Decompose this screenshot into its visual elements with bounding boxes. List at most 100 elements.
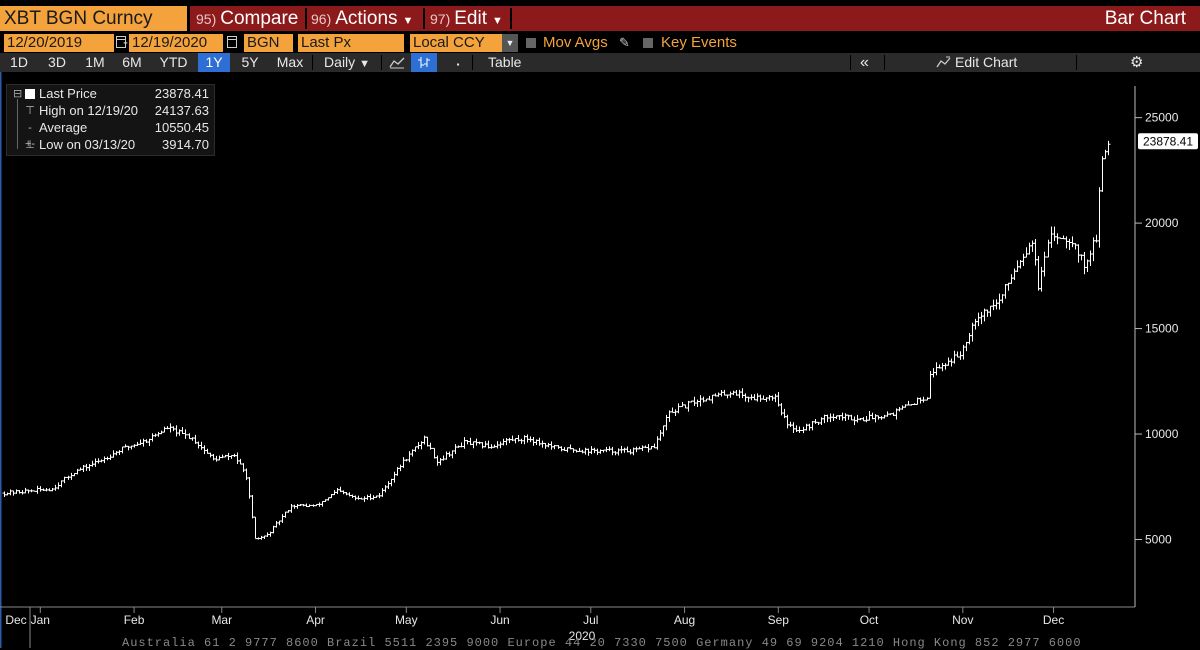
mov-avgs-checkbox[interactable] bbox=[526, 38, 536, 48]
legend-label: High on 12/19/20 bbox=[39, 103, 139, 118]
legend-value: 24137.63 bbox=[154, 103, 209, 118]
legend-guide-line bbox=[17, 99, 18, 149]
dots-glyph: ▪ bbox=[456, 60, 460, 69]
menu-number: 95) bbox=[196, 11, 217, 27]
gear-icon[interactable]: ⚙ bbox=[1130, 54, 1144, 71]
caret-down-icon: ▼ bbox=[402, 15, 414, 27]
date-range-dash: - bbox=[123, 34, 128, 51]
x-tick-label: Aug bbox=[674, 613, 695, 627]
contact-footer: Australia 61 2 9777 8600 Brazil 5511 239… bbox=[122, 636, 1082, 650]
calendar-icon[interactable] bbox=[227, 36, 237, 48]
compare-menu[interactable]: 95) Compare bbox=[196, 6, 298, 31]
y-tick-label: 5000 bbox=[1145, 533, 1172, 547]
source-field[interactable]: BGN bbox=[244, 34, 293, 52]
line-chart-icon[interactable] bbox=[384, 53, 410, 72]
bar-chart-icon[interactable] bbox=[411, 53, 437, 72]
table-button[interactable]: Table bbox=[488, 54, 522, 70]
ohlc-bar bbox=[676, 403, 681, 414]
x-tick-label: Feb bbox=[124, 613, 145, 627]
range-1m-button[interactable]: 1M bbox=[85, 54, 105, 70]
ohlc-bar bbox=[1106, 140, 1111, 156]
currency-select[interactable]: Local CCY bbox=[410, 34, 502, 52]
x-tick-label: Jul bbox=[583, 613, 598, 627]
x-tick-label: Apr bbox=[306, 613, 325, 627]
mov-avgs-label[interactable]: Mov Avgs bbox=[543, 34, 608, 51]
command-bar: XBT BGN Curncy 95) Compare 96) Actions ▼ 97… bbox=[0, 0, 1200, 34]
ohlc-bar bbox=[797, 426, 802, 433]
range-1d-button[interactable]: 1D bbox=[10, 54, 28, 70]
x-tick-label: Mar bbox=[211, 613, 232, 627]
year-label: 2020 bbox=[569, 629, 596, 643]
more-options-icon[interactable]: ▪ bbox=[445, 53, 471, 72]
range-max-button[interactable]: Max bbox=[276, 54, 304, 70]
chevron-down-icon[interactable]: ▼ bbox=[502, 34, 518, 52]
frequency-label: Daily bbox=[324, 54, 356, 70]
menu-number: 97) bbox=[430, 11, 451, 27]
collapse-icon[interactable]: « bbox=[860, 54, 869, 71]
range-6m-button[interactable]: 6M bbox=[122, 54, 142, 70]
ohlc-bar bbox=[62, 476, 67, 484]
edit-chart-label: Edit Chart bbox=[955, 54, 1018, 70]
last-price-tag: 23878.41 bbox=[1138, 133, 1198, 150]
y-axis: 5000 10000 15000 20000 25000 bbox=[1135, 111, 1179, 547]
high-marker-icon: ⊤ bbox=[25, 105, 35, 117]
last-price-tag-box bbox=[1138, 133, 1198, 150]
caret-down-icon: ▼ bbox=[359, 58, 370, 70]
ohlc-bar bbox=[921, 396, 926, 403]
y-tick-label: 10000 bbox=[1145, 427, 1179, 441]
range-toolbar: 1D 3D 1M 6M YTD 1Y 5Y Max Daily ▼ ▪ Tabl… bbox=[0, 53, 1200, 72]
menu-number: 96) bbox=[311, 11, 332, 27]
key-events-checkbox[interactable] bbox=[643, 38, 653, 48]
menu-label: Actions bbox=[335, 8, 398, 29]
legend-row-last: ⊟ Last Price 23878.41 bbox=[7, 86, 214, 102]
ticker-field[interactable]: XBT BGN Curncy bbox=[0, 6, 187, 31]
series-swatch bbox=[25, 89, 35, 99]
range-5y-button[interactable]: 5Y bbox=[241, 54, 259, 70]
frequency-select[interactable]: Daily ▼ bbox=[316, 53, 378, 72]
menu-divider bbox=[423, 8, 425, 29]
edit-menu[interactable]: 97) Edit ▼ bbox=[430, 6, 503, 31]
y-tick-label: 15000 bbox=[1145, 322, 1179, 336]
last-price-tag-text: 23878.41 bbox=[1143, 134, 1193, 148]
x-tick-label: Nov bbox=[952, 613, 973, 627]
toolbar-divider bbox=[472, 55, 473, 70]
toolbar-divider bbox=[1076, 55, 1077, 70]
start-date-field[interactable]: 12/20/2019 bbox=[4, 34, 114, 52]
toolbar-divider bbox=[312, 55, 313, 70]
toolbar-divider bbox=[850, 55, 851, 70]
range-1y-button[interactable]: 1Y bbox=[198, 53, 230, 72]
toolbar-divider bbox=[884, 55, 885, 70]
x-tick-label: Oct bbox=[860, 613, 879, 627]
pencil-icon[interactable]: ✎ bbox=[619, 35, 630, 50]
legend-row-low: ⊥ Low on 03/13/20 3914.70 bbox=[7, 137, 214, 153]
x-tick-label: Dec bbox=[1043, 613, 1064, 627]
parameter-bar: 12/20/2019 - 12/19/2020 BGN Last Px Loca… bbox=[0, 34, 1200, 53]
ohlc-series bbox=[2, 140, 1111, 540]
legend-label: Average bbox=[39, 120, 88, 135]
toolbar-divider bbox=[381, 55, 382, 70]
range-ytd-button[interactable]: YTD bbox=[159, 54, 188, 70]
legend-box: ⊟ Last Price 23878.41 ⊤ High on 12/19/20… bbox=[6, 84, 215, 156]
edit-chart-button[interactable]: Edit Chart bbox=[936, 53, 1017, 72]
ohlc-bar bbox=[428, 442, 433, 450]
end-date-field[interactable]: 12/19/2020 bbox=[129, 34, 223, 52]
key-events-label[interactable]: Key Events bbox=[661, 34, 737, 51]
legend-label: Last Price bbox=[39, 86, 97, 101]
legend-value: 3914.70 bbox=[162, 137, 209, 152]
range-3d-button[interactable]: 3D bbox=[48, 54, 66, 70]
y-tick-label: 25000 bbox=[1145, 111, 1179, 125]
legend-row-average: -+- Average 10550.45 bbox=[7, 120, 214, 150]
y-tick-label: 20000 bbox=[1145, 216, 1179, 230]
field-select[interactable]: Last Px bbox=[298, 34, 404, 52]
chart-type-title: Bar Chart bbox=[1104, 8, 1186, 29]
collapse-icon[interactable]: ⊟ bbox=[13, 88, 23, 100]
x-tick-label: Sep bbox=[768, 613, 790, 627]
ohlc-bar bbox=[552, 444, 557, 450]
calendar-icon[interactable] bbox=[116, 36, 126, 48]
actions-menu[interactable]: 96) Actions ▼ bbox=[311, 6, 413, 31]
low-marker-icon: ⊥ bbox=[25, 139, 35, 151]
ohlc-bar bbox=[1042, 251, 1047, 277]
legend-value: 10550.45 bbox=[154, 120, 209, 135]
x-tick-label: Dec bbox=[5, 613, 26, 627]
price-chart[interactable]: 5000 10000 15000 20000 25000 Dec Jan Feb Mar Apr… bbox=[0, 72, 1200, 648]
